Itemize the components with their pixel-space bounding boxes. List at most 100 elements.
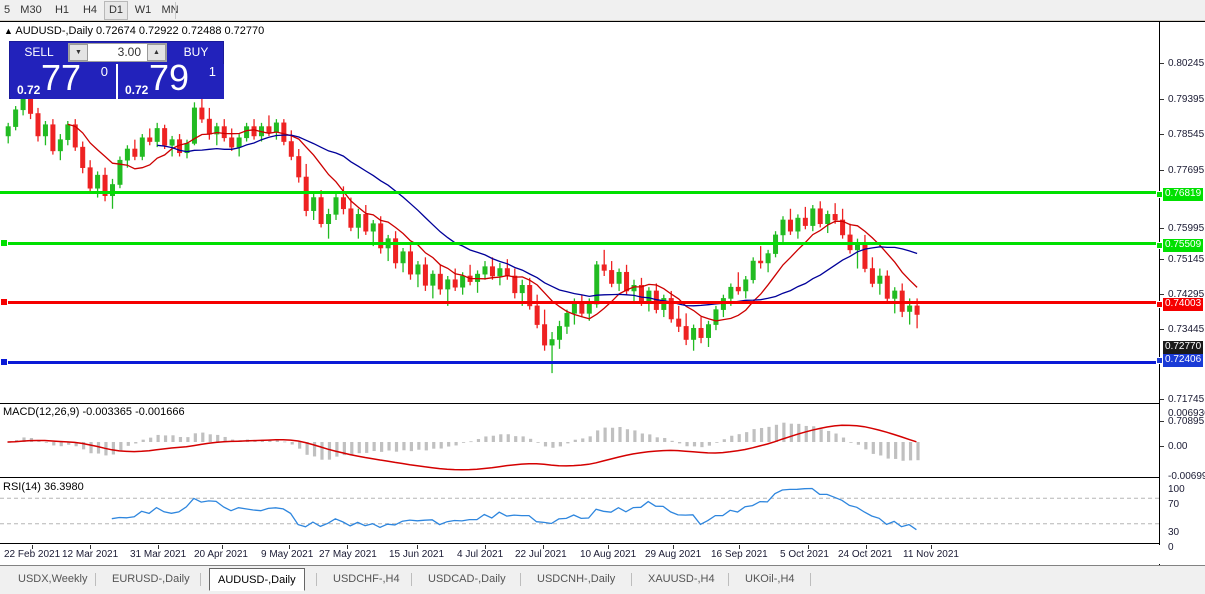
one-click-trading-panel[interactable]: SELL ▼ 3.00 ▲ BUY 0.72 77 0 0.72 79 1	[9, 41, 224, 99]
volume-increase-icon[interactable]: ▲	[147, 44, 166, 61]
price-tag-green[interactable]: 0.75509	[1163, 239, 1204, 252]
chart-area[interactable]: ▲ AUDUSD-,Daily 0.72674 0.72922 0.72488 …	[0, 21, 1205, 565]
price-level-line-green[interactable]	[0, 242, 1159, 245]
buy-price-pips: 79	[149, 64, 190, 98]
date-tick	[347, 545, 348, 549]
date-tick	[808, 545, 809, 549]
timeframe-button-m30[interactable]: M30	[20, 4, 42, 16]
price-level-handle[interactable]	[0, 298, 8, 306]
price-tag-handle[interactable]	[1156, 191, 1163, 198]
rsi-plot	[0, 487, 1159, 531]
price-level-line-green[interactable]	[0, 191, 1159, 194]
price-tick	[1160, 228, 1164, 229]
price-tag-black[interactable]: 0.72770	[1163, 341, 1204, 354]
date-axis-label: 16 Sep 2021	[711, 549, 768, 560]
timeframe-button-h4[interactable]: H4	[82, 4, 98, 16]
date-axis-label: 20 Apr 2021	[194, 549, 248, 560]
timeframe-button-d1[interactable]: D1	[104, 1, 128, 20]
price-tick-label: 0.71745	[1168, 394, 1205, 405]
price-level-line-blue[interactable]	[0, 361, 1159, 364]
price-scale[interactable]: 0.80245 0.79395 0.78545 0.77695 0.75995 0.751…	[1156, 22, 1205, 565]
date-axis-label: 22 Feb 2021	[4, 549, 61, 560]
date-axis-label: 15 Jun 2021	[389, 549, 445, 560]
date-axis-label: 27 May 2021	[319, 549, 377, 560]
tab-divider	[200, 573, 201, 586]
date-axis-label: 12 Mar 2021	[62, 549, 119, 560]
date-tick	[417, 545, 418, 549]
price-tag-handle[interactable]	[1156, 242, 1163, 249]
tab-divider	[411, 573, 412, 586]
macd-scale-label: 0.00	[1168, 441, 1188, 452]
buy-price-fraction: 1	[208, 64, 216, 79]
chart-tab-audusddaily[interactable]: AUDUSD-,Daily	[209, 568, 305, 591]
chart-tab-eurusddaily[interactable]: EURUSD-,Daily	[112, 573, 190, 585]
rsi-pane[interactable]: RSI(14) 36.3980	[0, 479, 1159, 544]
date-axis-label: 10 Aug 2021	[580, 549, 637, 560]
price-tick	[1160, 399, 1164, 400]
price-level-line-red[interactable]	[0, 301, 1159, 304]
tabbar-base	[0, 591, 1205, 594]
macd-tick	[1160, 446, 1164, 447]
price-tick	[1160, 99, 1164, 100]
date-axis-label: 4 Jul 2021	[457, 549, 504, 560]
timeframe-button-mn[interactable]: MN	[161, 4, 179, 16]
tab-divider	[728, 573, 729, 586]
date-tick	[289, 545, 290, 549]
date-tick	[543, 545, 544, 549]
date-tick	[931, 545, 932, 549]
date-axis-label: 24 Oct 2021	[838, 549, 893, 560]
macd-pane[interactable]: MACD(12,26,9) -0.003365 -0.001666	[0, 403, 1159, 478]
price-tag-blue[interactable]: 0.72406	[1163, 354, 1204, 367]
candlestick-plot	[5, 89, 920, 374]
timeframe-button-5[interactable]: 5	[3, 4, 11, 16]
chart-tab-ukoilh4[interactable]: UKOil-,H4	[745, 573, 795, 585]
price-pane[interactable]	[0, 22, 1159, 403]
date-axis: 22 Feb 2021 12 Mar 2021 31 Mar 2021 20 Apr …	[0, 545, 1159, 565]
collapse-icon[interactable]: ▲	[4, 26, 13, 36]
timeframe-toolbar: 5 M30 H1 H4 D1 W1 MN	[0, 0, 1205, 21]
date-tick	[608, 545, 609, 549]
tab-divider	[520, 573, 521, 586]
chart-tab-usdxweekly[interactable]: USDX,Weekly	[18, 573, 88, 585]
sell-price-quote[interactable]: 0.72 77 0	[11, 64, 116, 99]
price-tag-red[interactable]: 0.74003	[1163, 298, 1204, 311]
chart-tab-usdchfh4[interactable]: USDCHF-,H4	[333, 573, 400, 585]
chart-title-text: AUDUSD-,Daily 0.72674 0.72922 0.72488 0.…	[15, 25, 265, 37]
price-tag-handle[interactable]	[1156, 357, 1163, 364]
chart-tab-usdcaddaily[interactable]: USDCAD-,Daily	[428, 573, 506, 585]
price-level-handle[interactable]	[0, 358, 8, 366]
rsi-scale-label: 70	[1168, 499, 1180, 510]
price-level-handle[interactable]	[0, 239, 8, 247]
timeframe-button-h1[interactable]: H1	[54, 4, 70, 16]
price-tick-label: 0.70895	[1168, 416, 1205, 427]
buy-price-quote[interactable]: 0.72 79 1	[119, 64, 224, 99]
date-tick	[158, 545, 159, 549]
timeframe-button-w1[interactable]: W1	[134, 4, 152, 16]
buy-button[interactable]: BUY	[183, 45, 209, 59]
sell-button[interactable]: SELL	[24, 45, 54, 59]
price-tag-handle[interactable]	[1156, 301, 1163, 308]
tab-divider	[316, 573, 317, 586]
tab-divider	[95, 573, 96, 586]
volume-spinner[interactable]: ▼ 3.00 ▲	[68, 43, 167, 62]
date-tick	[222, 545, 223, 549]
price-tick	[1160, 170, 1164, 171]
tab-divider	[810, 573, 811, 586]
chart-tab-xauusdh4[interactable]: XAUUSD-,H4	[648, 573, 715, 585]
date-axis-label: 11 Nov 2021	[903, 549, 959, 560]
buy-price-prefix: 0.72	[125, 83, 149, 97]
volume-decrease-icon[interactable]: ▼	[69, 44, 88, 61]
volume-value[interactable]: 3.00	[89, 44, 145, 61]
chart-tab-usdcnhdaily[interactable]: USDCNH-,Daily	[537, 573, 616, 585]
date-axis-label: 22 Jul 2021	[515, 549, 567, 560]
price-tick	[1160, 63, 1164, 64]
date-tick	[90, 545, 91, 549]
price-tick-label: 0.74295	[1168, 289, 1205, 300]
chart-title: ▲ AUDUSD-,Daily 0.72674 0.72922 0.72488 …	[4, 25, 264, 37]
price-tick	[1160, 294, 1164, 295]
date-tick	[485, 545, 486, 549]
chart-tabbar: USDX,Weekly EURUSD-,Daily AUDUSD-,Daily USD…	[0, 565, 1205, 594]
price-tag-green[interactable]: 0.76819	[1163, 188, 1204, 201]
sell-price-fraction: 0	[100, 64, 108, 79]
